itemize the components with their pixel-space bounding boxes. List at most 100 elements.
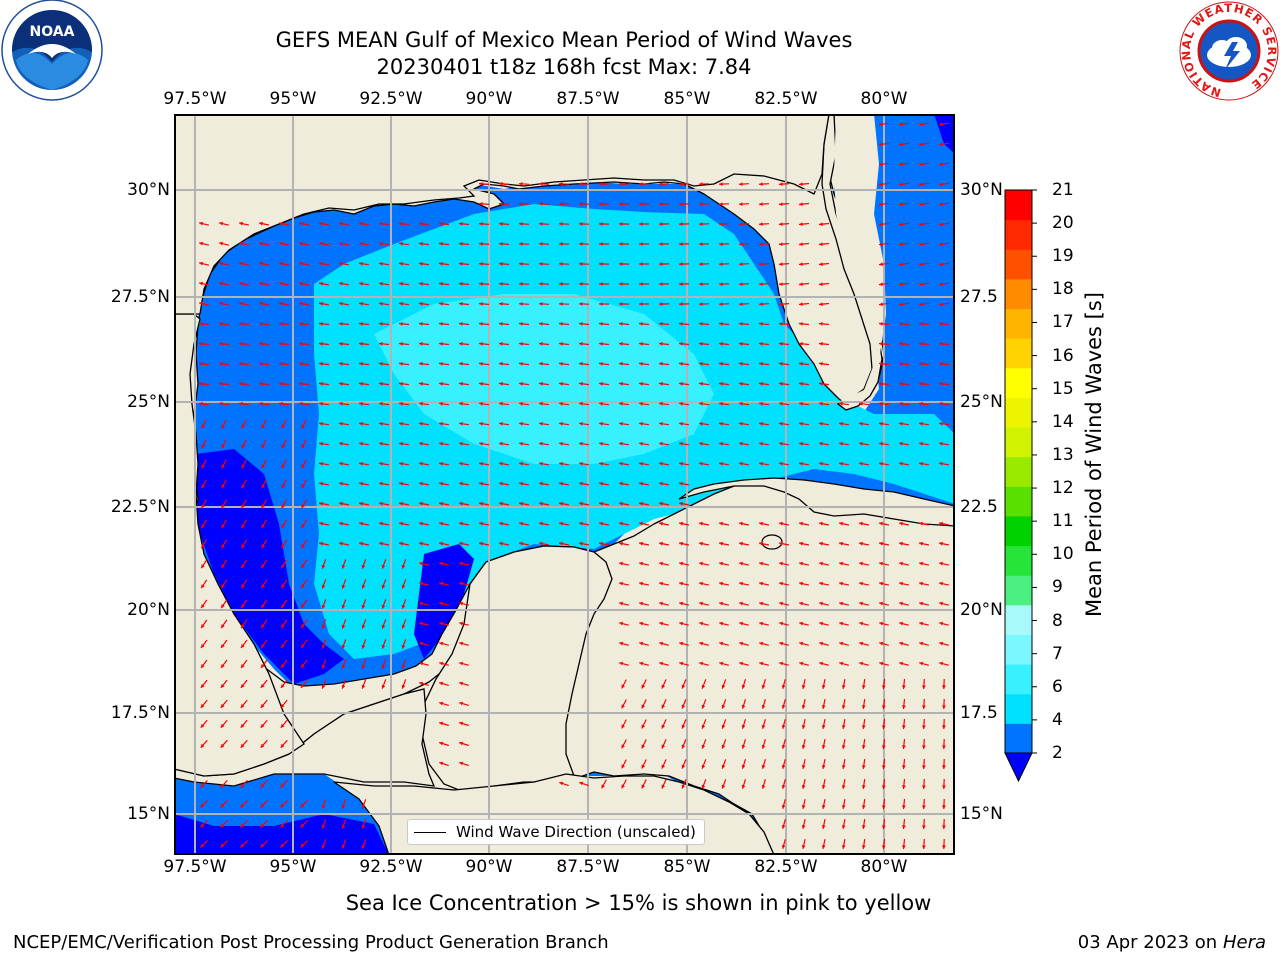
wind-arrow-head [619,381,623,386]
colorbar-segment [1005,604,1032,635]
wind-arrow-head [319,441,323,446]
wind-arrow-head [799,282,803,286]
wind-arrow-head [619,661,624,666]
wind-arrow-head [681,784,686,789]
colorbar-segment [1005,308,1032,339]
lon-tick-label: 90°W [465,857,513,877]
wind-arrow-head [599,242,603,246]
wind-arrow-head [899,222,903,227]
wind-arrow-head [799,401,803,406]
wind-arrow-head [381,584,386,589]
wind-arrow-head [219,361,223,366]
wind-arrow-head [381,604,386,609]
wind-arrow-head [859,541,863,546]
wind-arrow-head [741,704,746,709]
map-gridlines [174,114,955,855]
wind-arrow-head [801,785,806,789]
wind-arrow-head [781,745,786,749]
wind-arrow-head [539,341,543,346]
wind-arrow-head [260,783,265,788]
wind-arrow-head [699,262,703,266]
wind-arrow-head [381,644,386,649]
wind-arrow-head [379,501,383,506]
wind-arrow-head [280,743,285,748]
colorbar-segment [1005,486,1032,517]
wind-arrow-head [260,743,265,748]
wind-arrow-head [299,341,303,346]
wind-arrow-head [861,805,866,809]
wind-arrow-head [759,641,764,646]
wind-arrow-head [879,521,883,526]
wind-arrow-head [280,783,285,788]
wind-arrow-head [341,644,346,649]
wind-arrow-head [759,302,763,306]
wind-arrow-head [619,202,623,206]
wind-arrow-head [739,202,743,206]
wind-arrow-head [759,621,763,626]
wind-arrow-head [739,521,743,526]
wind-arrow-head [919,202,923,207]
wind-arrow-head [439,301,443,306]
wind-arrow-head [599,302,603,306]
wind-arrow-head [919,282,923,287]
wind-arrow-head [219,381,223,386]
wind-arrow-head [240,723,245,728]
wind-arrow-head [779,222,783,226]
wind-arrow-head [399,301,403,306]
wind-arrow-head [199,221,203,226]
wind-arrow-head [379,461,383,466]
wind-arrow-head [221,524,225,529]
wind-arrow-head [779,661,784,666]
wind-arrow-head [841,845,846,849]
colorbar-tick-label: 8 [1052,610,1063,631]
wind-arrow-head [839,661,844,666]
wind-arrow-head [939,282,943,287]
wind-arrow-head [359,361,363,366]
wind-arrow-head [301,544,305,549]
wind-arrow-head [219,401,223,406]
wind-arrow-head [661,704,666,709]
wind-arrow-head [659,421,663,426]
wind-arrow-head [419,301,423,306]
wind-arrow-head [681,764,686,769]
wind-arrow-head [679,481,683,486]
wind-arrow-head [919,661,924,666]
wind-arrow-head [939,302,943,307]
wind-arrow-head [519,461,523,466]
wind-arrow-head [739,661,744,666]
chart-title-line1: GEFS MEAN Gulf of Mexico Mean Period of … [275,28,853,52]
wind-arrow-head [699,341,703,346]
wind-arrow-head [220,723,225,728]
wind-arrow-head [779,621,783,626]
wind-arrow-head [479,541,483,546]
wind-arrow-head [861,765,866,769]
wind-arrow-head [339,421,343,426]
wind-arrow-head [479,182,483,186]
wind-arrow-head [419,281,423,286]
wind-arrow-head [579,361,583,366]
wind-arrow-head [699,242,703,246]
wind-arrow-head [781,825,786,829]
wind-arrow-head [261,604,265,609]
wind-arrow-head [821,705,826,709]
wind-arrow-head [301,664,305,668]
wind-arrow-head [939,441,943,446]
wind-arrow-head [239,301,243,306]
wind-arrow-head [199,361,203,366]
wind-arrow-head [879,561,883,566]
wind-arrow-head [902,705,906,709]
wind-arrow-head [401,664,406,669]
wind-arrow-head [459,541,463,546]
wind-arrow-head [839,521,843,526]
wind-arrow-head [639,521,643,526]
wind-arrow-head [879,381,883,386]
wind-arrow-head [359,281,363,286]
wind-arrow-head [459,461,463,466]
wind-arrow-head [261,424,266,429]
wind-arrow-head [459,441,463,446]
wind-arrow-head [639,282,643,286]
wind-arrow-head [879,581,883,586]
wind-arrow-head [201,644,205,648]
wind-arrow-head [361,684,366,689]
wind-arrow-head [619,601,623,606]
